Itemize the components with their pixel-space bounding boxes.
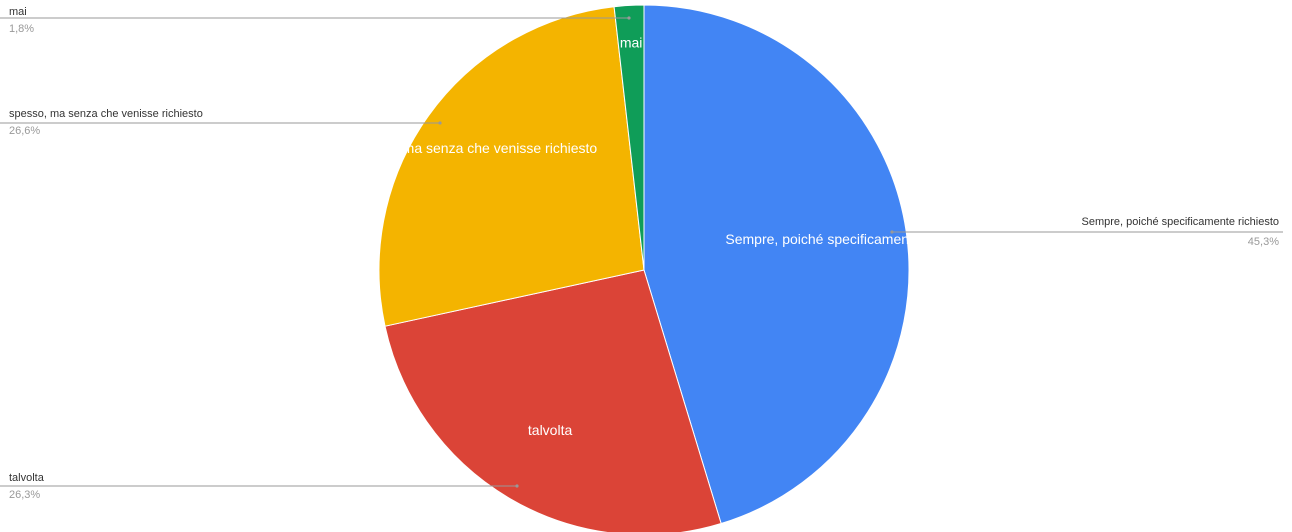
slice-label-sempre: Sempre, poiché specificamente richiesto [725, 231, 977, 247]
slice-label-spesso: spesso, ma senza che venisse richiesto [351, 140, 598, 156]
callout-percent-mai: 1,8% [9, 23, 34, 35]
callout-label-spesso: spesso, ma senza che venisse richiesto [9, 108, 203, 120]
slice-label-mai: mai [620, 34, 643, 50]
callout-dot-sempre [890, 230, 893, 233]
callout-label-mai: mai [9, 6, 27, 18]
callout-label-sempre: Sempre, poiché specificamente richiesto [1082, 216, 1279, 228]
callout-percent-spesso: 26,6% [9, 125, 40, 137]
slice-label-talvolta: talvolta [528, 422, 573, 438]
callout-dot-spesso [438, 121, 441, 124]
callout-percent-talvolta: 26,3% [9, 489, 40, 501]
callout-label-talvolta: talvolta [9, 472, 45, 484]
callout-dot-mai [627, 16, 630, 19]
callout-dot-talvolta [515, 484, 518, 487]
pie-slice-spesso[interactable] [379, 7, 644, 326]
callout-percent-sempre: 45,3% [1248, 236, 1279, 248]
